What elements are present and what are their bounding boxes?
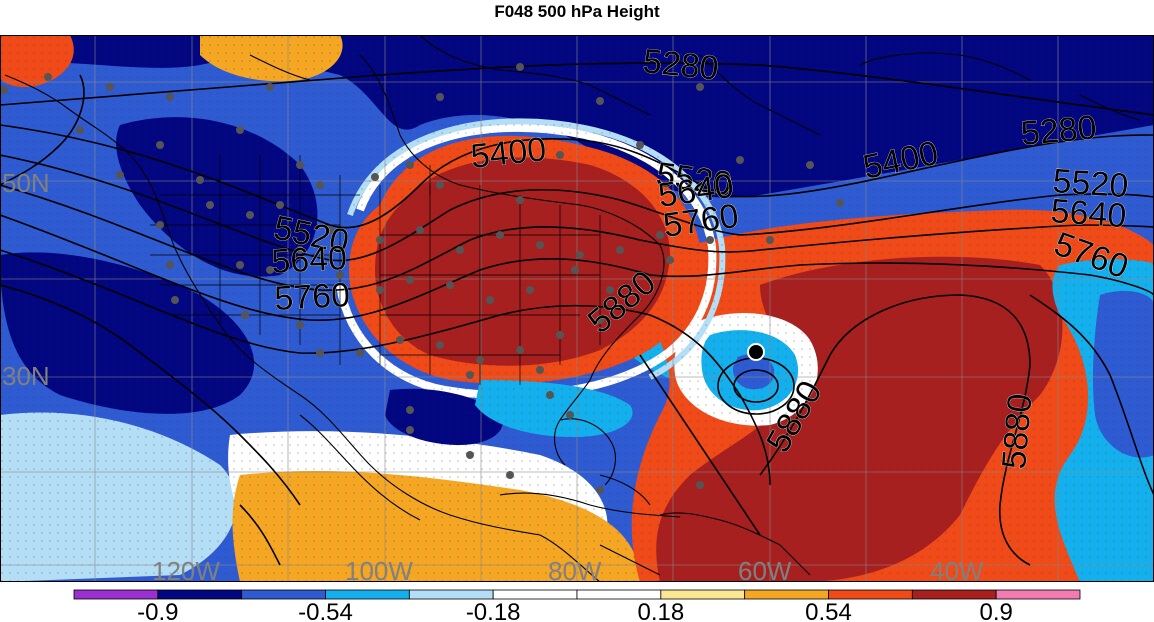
colorbar-swatch	[660, 589, 746, 600]
map-title: F048 500 hPa Height	[494, 2, 660, 21]
colorbar-swatch	[492, 589, 578, 600]
colorbar-swatch	[157, 589, 243, 600]
lon-label-80w: 80W	[548, 556, 602, 582]
colorbar-swatch	[911, 589, 997, 600]
colorbar-tick-label: -0.54	[298, 599, 353, 622]
colorbar-tick-label: -0.9	[137, 599, 178, 622]
colorbar-swatch	[73, 589, 159, 600]
contour-label: 5640	[1049, 192, 1127, 235]
contour-label: 5280	[641, 42, 720, 88]
colorbar-swatches	[73, 589, 1081, 600]
contour-labels: 5280 5280 5400 5400 5520 5520 5520 5640 …	[270, 42, 1134, 471]
contour-label: 5640	[270, 239, 348, 281]
contour-label: 5520	[1051, 162, 1129, 205]
colorbar-swatch	[744, 589, 829, 600]
station-dots	[0, 63, 844, 494]
colorbar: -0.9 -0.54 -0.18 0.18 0.54 0.9	[73, 589, 1081, 622]
weather-map: 5280 5280 5400 5400 5520 5520 5520 5640 …	[0, 35, 1154, 582]
colorbar-swatch	[241, 589, 326, 600]
colorbar-swatch	[995, 589, 1081, 600]
lon-label-60w: 60W	[738, 556, 792, 582]
lon-label-100w: 100W	[345, 556, 413, 582]
contour-label: 5400	[469, 130, 548, 176]
colorbar-labels: -0.9 -0.54 -0.18 0.18 0.54 0.9	[137, 599, 1013, 622]
lat-label-30n: 30N	[2, 361, 50, 391]
lat-label-50n: 50N	[2, 168, 50, 198]
colorbar-tick-label: 0.9	[979, 599, 1012, 622]
colorbar-swatch	[576, 589, 662, 600]
colorbar-tick-label: -0.18	[466, 599, 521, 622]
contour-label: 5280	[1019, 109, 1098, 153]
graticule-labels: 50N 30N 120W 100W 80W 60W 40W	[2, 168, 984, 582]
colorbar-tick-label: 0.18	[637, 599, 684, 622]
low-center-marker	[747, 343, 765, 361]
lon-label-40w: 40W	[930, 556, 984, 582]
contour-label: 5760	[273, 276, 351, 318]
colorbar-swatch	[325, 589, 410, 600]
lon-label-120w: 120W	[152, 556, 220, 582]
colorbar-swatch	[408, 589, 494, 600]
colorbar-swatch	[828, 589, 913, 600]
coastlines	[4, 35, 1141, 582]
colorbar-tick-label: 0.54	[805, 599, 852, 622]
contour-label: 5880	[995, 392, 1039, 471]
